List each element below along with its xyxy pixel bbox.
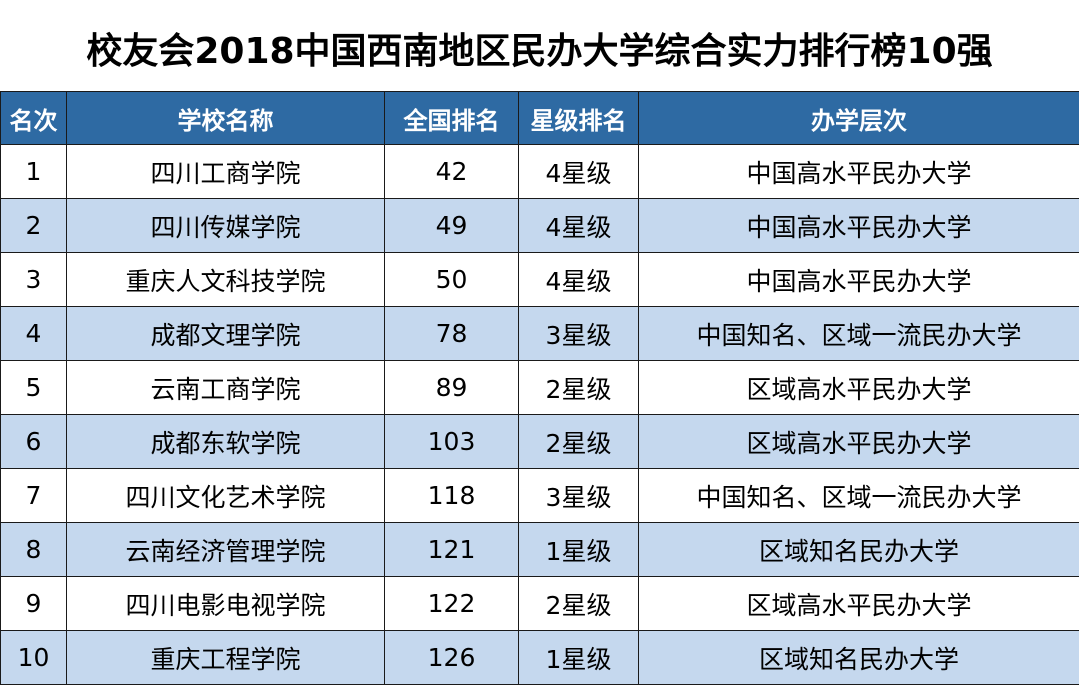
cell-rank: 8 — [0, 522, 67, 577]
table-row: 6 成都东软学院 103 2星级 区域高水平民办大学 — [0, 414, 1079, 469]
header-national-rank: 全国排名 — [384, 91, 519, 145]
cell-star-rating: 4星级 — [518, 144, 639, 199]
ranking-table: 名次 学校名称 全国排名 星级排名 办学层次 1 四川工商学院 42 4星级 中… — [0, 91, 1079, 685]
header-school-level: 办学层次 — [638, 91, 1079, 145]
cell-star-rating: 1星级 — [518, 522, 639, 577]
cell-school-name: 云南经济管理学院 — [66, 522, 385, 577]
header-school-name: 学校名称 — [66, 91, 385, 145]
table-row: 9 四川电影电视学院 122 2星级 区域高水平民办大学 — [0, 576, 1079, 631]
cell-rank: 1 — [0, 144, 67, 199]
cell-school-name: 四川工商学院 — [66, 144, 385, 199]
cell-star-rating: 2星级 — [518, 360, 639, 415]
cell-star-rating: 2星级 — [518, 576, 639, 631]
cell-national-rank: 42 — [384, 144, 519, 199]
cell-rank: 4 — [0, 306, 67, 361]
cell-star-rating: 3星级 — [518, 306, 639, 361]
table-row: 10 重庆工程学院 126 1星级 区域知名民办大学 — [0, 630, 1079, 685]
cell-rank: 2 — [0, 198, 67, 253]
cell-school-level: 区域知名民办大学 — [638, 630, 1079, 685]
cell-national-rank: 49 — [384, 198, 519, 253]
table-row: 8 云南经济管理学院 121 1星级 区域知名民办大学 — [0, 522, 1079, 577]
cell-school-name: 重庆工程学院 — [66, 630, 385, 685]
table-row: 5 云南工商学院 89 2星级 区域高水平民办大学 — [0, 360, 1079, 415]
table-row: 4 成都文理学院 78 3星级 中国知名、区域一流民办大学 — [0, 306, 1079, 361]
cell-national-rank: 118 — [384, 468, 519, 523]
table-header-row: 名次 学校名称 全国排名 星级排名 办学层次 — [0, 91, 1079, 145]
header-rank: 名次 — [0, 91, 67, 145]
cell-rank: 3 — [0, 252, 67, 307]
cell-national-rank: 122 — [384, 576, 519, 631]
cell-school-level: 区域高水平民办大学 — [638, 414, 1079, 469]
cell-school-level: 区域高水平民办大学 — [638, 360, 1079, 415]
cell-school-name: 四川电影电视学院 — [66, 576, 385, 631]
cell-rank: 6 — [0, 414, 67, 469]
cell-star-rating: 4星级 — [518, 252, 639, 307]
cell-school-name: 成都文理学院 — [66, 306, 385, 361]
cell-school-level: 中国知名、区域一流民办大学 — [638, 306, 1079, 361]
cell-rank: 10 — [0, 630, 67, 685]
table-row: 7 四川文化艺术学院 118 3星级 中国知名、区域一流民办大学 — [0, 468, 1079, 523]
cell-rank: 5 — [0, 360, 67, 415]
header-star-rating: 星级排名 — [518, 91, 639, 145]
cell-school-name: 成都东软学院 — [66, 414, 385, 469]
cell-rank: 7 — [0, 468, 67, 523]
cell-school-level: 中国高水平民办大学 — [638, 252, 1079, 307]
cell-school-name: 云南工商学院 — [66, 360, 385, 415]
cell-school-level: 中国高水平民办大学 — [638, 198, 1079, 253]
table-row: 2 四川传媒学院 49 4星级 中国高水平民办大学 — [0, 198, 1079, 253]
cell-school-name: 四川文化艺术学院 — [66, 468, 385, 523]
cell-national-rank: 89 — [384, 360, 519, 415]
cell-school-name: 四川传媒学院 — [66, 198, 385, 253]
table-row: 1 四川工商学院 42 4星级 中国高水平民办大学 — [0, 144, 1079, 199]
cell-school-level: 中国高水平民办大学 — [638, 144, 1079, 199]
cell-star-rating: 4星级 — [518, 198, 639, 253]
cell-national-rank: 103 — [384, 414, 519, 469]
cell-rank: 9 — [0, 576, 67, 631]
cell-star-rating: 2星级 — [518, 414, 639, 469]
cell-national-rank: 78 — [384, 306, 519, 361]
cell-national-rank: 126 — [384, 630, 519, 685]
cell-school-level: 区域知名民办大学 — [638, 522, 1079, 577]
cell-school-level: 中国知名、区域一流民办大学 — [638, 468, 1079, 523]
cell-star-rating: 1星级 — [518, 630, 639, 685]
cell-national-rank: 121 — [384, 522, 519, 577]
cell-star-rating: 3星级 — [518, 468, 639, 523]
page-title: 校友会2018中国西南地区民办大学综合实力排行榜10强 — [86, 31, 993, 72]
cell-school-name: 重庆人文科技学院 — [66, 252, 385, 307]
cell-school-level: 区域高水平民办大学 — [638, 576, 1079, 631]
table-row: 3 重庆人文科技学院 50 4星级 中国高水平民办大学 — [0, 252, 1079, 307]
cell-national-rank: 50 — [384, 252, 519, 307]
